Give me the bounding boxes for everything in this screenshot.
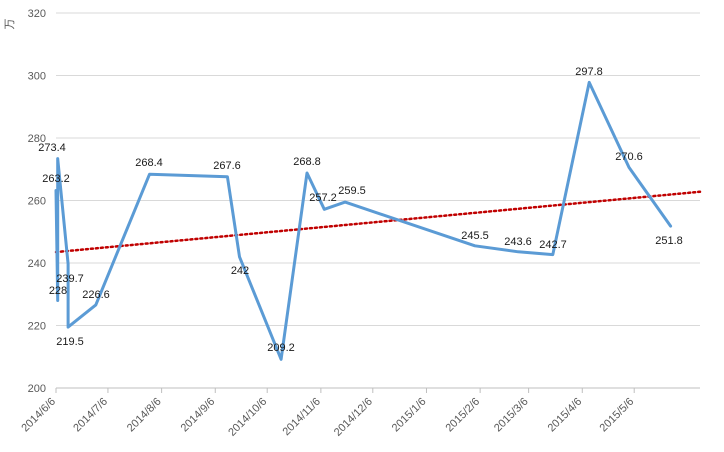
- data-label: 239.7: [56, 273, 84, 285]
- data-label: 270.6: [615, 151, 643, 163]
- data-label: 242.7: [539, 239, 567, 251]
- data-labels: 263.2 228 273.4 239.7 219.5 226.6 268.4 267.6 24…: [38, 66, 683, 354]
- data-label: 297.8: [575, 66, 603, 78]
- data-label: 245.5: [461, 230, 489, 242]
- trendline: [54, 190, 702, 254]
- data-label: 273.4: [38, 142, 66, 154]
- series-line: [54, 80, 673, 361]
- data-label: 257.2: [309, 192, 337, 204]
- y-tick-label: 240: [28, 258, 46, 270]
- x-tick-label: 2015/5/6: [598, 396, 637, 435]
- series-group: [54, 80, 673, 361]
- y-tick-label: 300: [28, 71, 46, 83]
- y-tick-label: 320: [28, 8, 46, 20]
- data-label: 259.5: [338, 185, 366, 197]
- data-label: 243.6: [504, 236, 532, 248]
- y-axis-unit-label: 万: [4, 19, 16, 30]
- x-tick-label: 2015/2/6: [443, 396, 482, 435]
- x-tick-label: 2014/10/6: [226, 396, 269, 439]
- data-label: 228: [49, 285, 67, 297]
- y-axis: 200 220 240 260 280 300 320: [28, 8, 46, 395]
- x-tick-label: 2014/12/6: [332, 396, 375, 439]
- x-tick-label: 2015/1/6: [390, 396, 429, 435]
- y-tick-label: 200: [28, 383, 46, 395]
- y-tick-label: 260: [28, 196, 46, 208]
- trendline-group: [54, 190, 702, 254]
- x-tick-label: 2014/11/6: [280, 396, 323, 439]
- data-label: 268.4: [135, 157, 163, 169]
- x-tick-label: 2014/8/6: [125, 396, 164, 435]
- x-tick-label: 2015/4/6: [546, 396, 585, 435]
- x-tick-label: 2014/7/6: [71, 396, 110, 435]
- x-tick-label: 2015/3/6: [492, 396, 531, 435]
- data-label: 219.5: [56, 336, 84, 348]
- y-tick-label: 220: [28, 321, 46, 333]
- x-axis: 2014/6/6 2014/7/6 2014/8/6 2014/9/6 2014/10/…: [19, 387, 700, 439]
- data-label: 268.8: [293, 156, 321, 168]
- x-tick-label: 2014/6/6: [19, 396, 58, 435]
- gridlines: [56, 12, 700, 389]
- x-tick-label: 2014/9/6: [179, 396, 218, 435]
- data-label: 251.8: [655, 235, 683, 247]
- data-label: 226.6: [82, 289, 110, 301]
- y-tick-label: 280: [28, 133, 46, 145]
- data-label: 263.2: [42, 173, 70, 185]
- data-label: 242: [231, 265, 249, 277]
- data-label: 267.6: [213, 160, 241, 172]
- data-label: 209.2: [267, 342, 295, 354]
